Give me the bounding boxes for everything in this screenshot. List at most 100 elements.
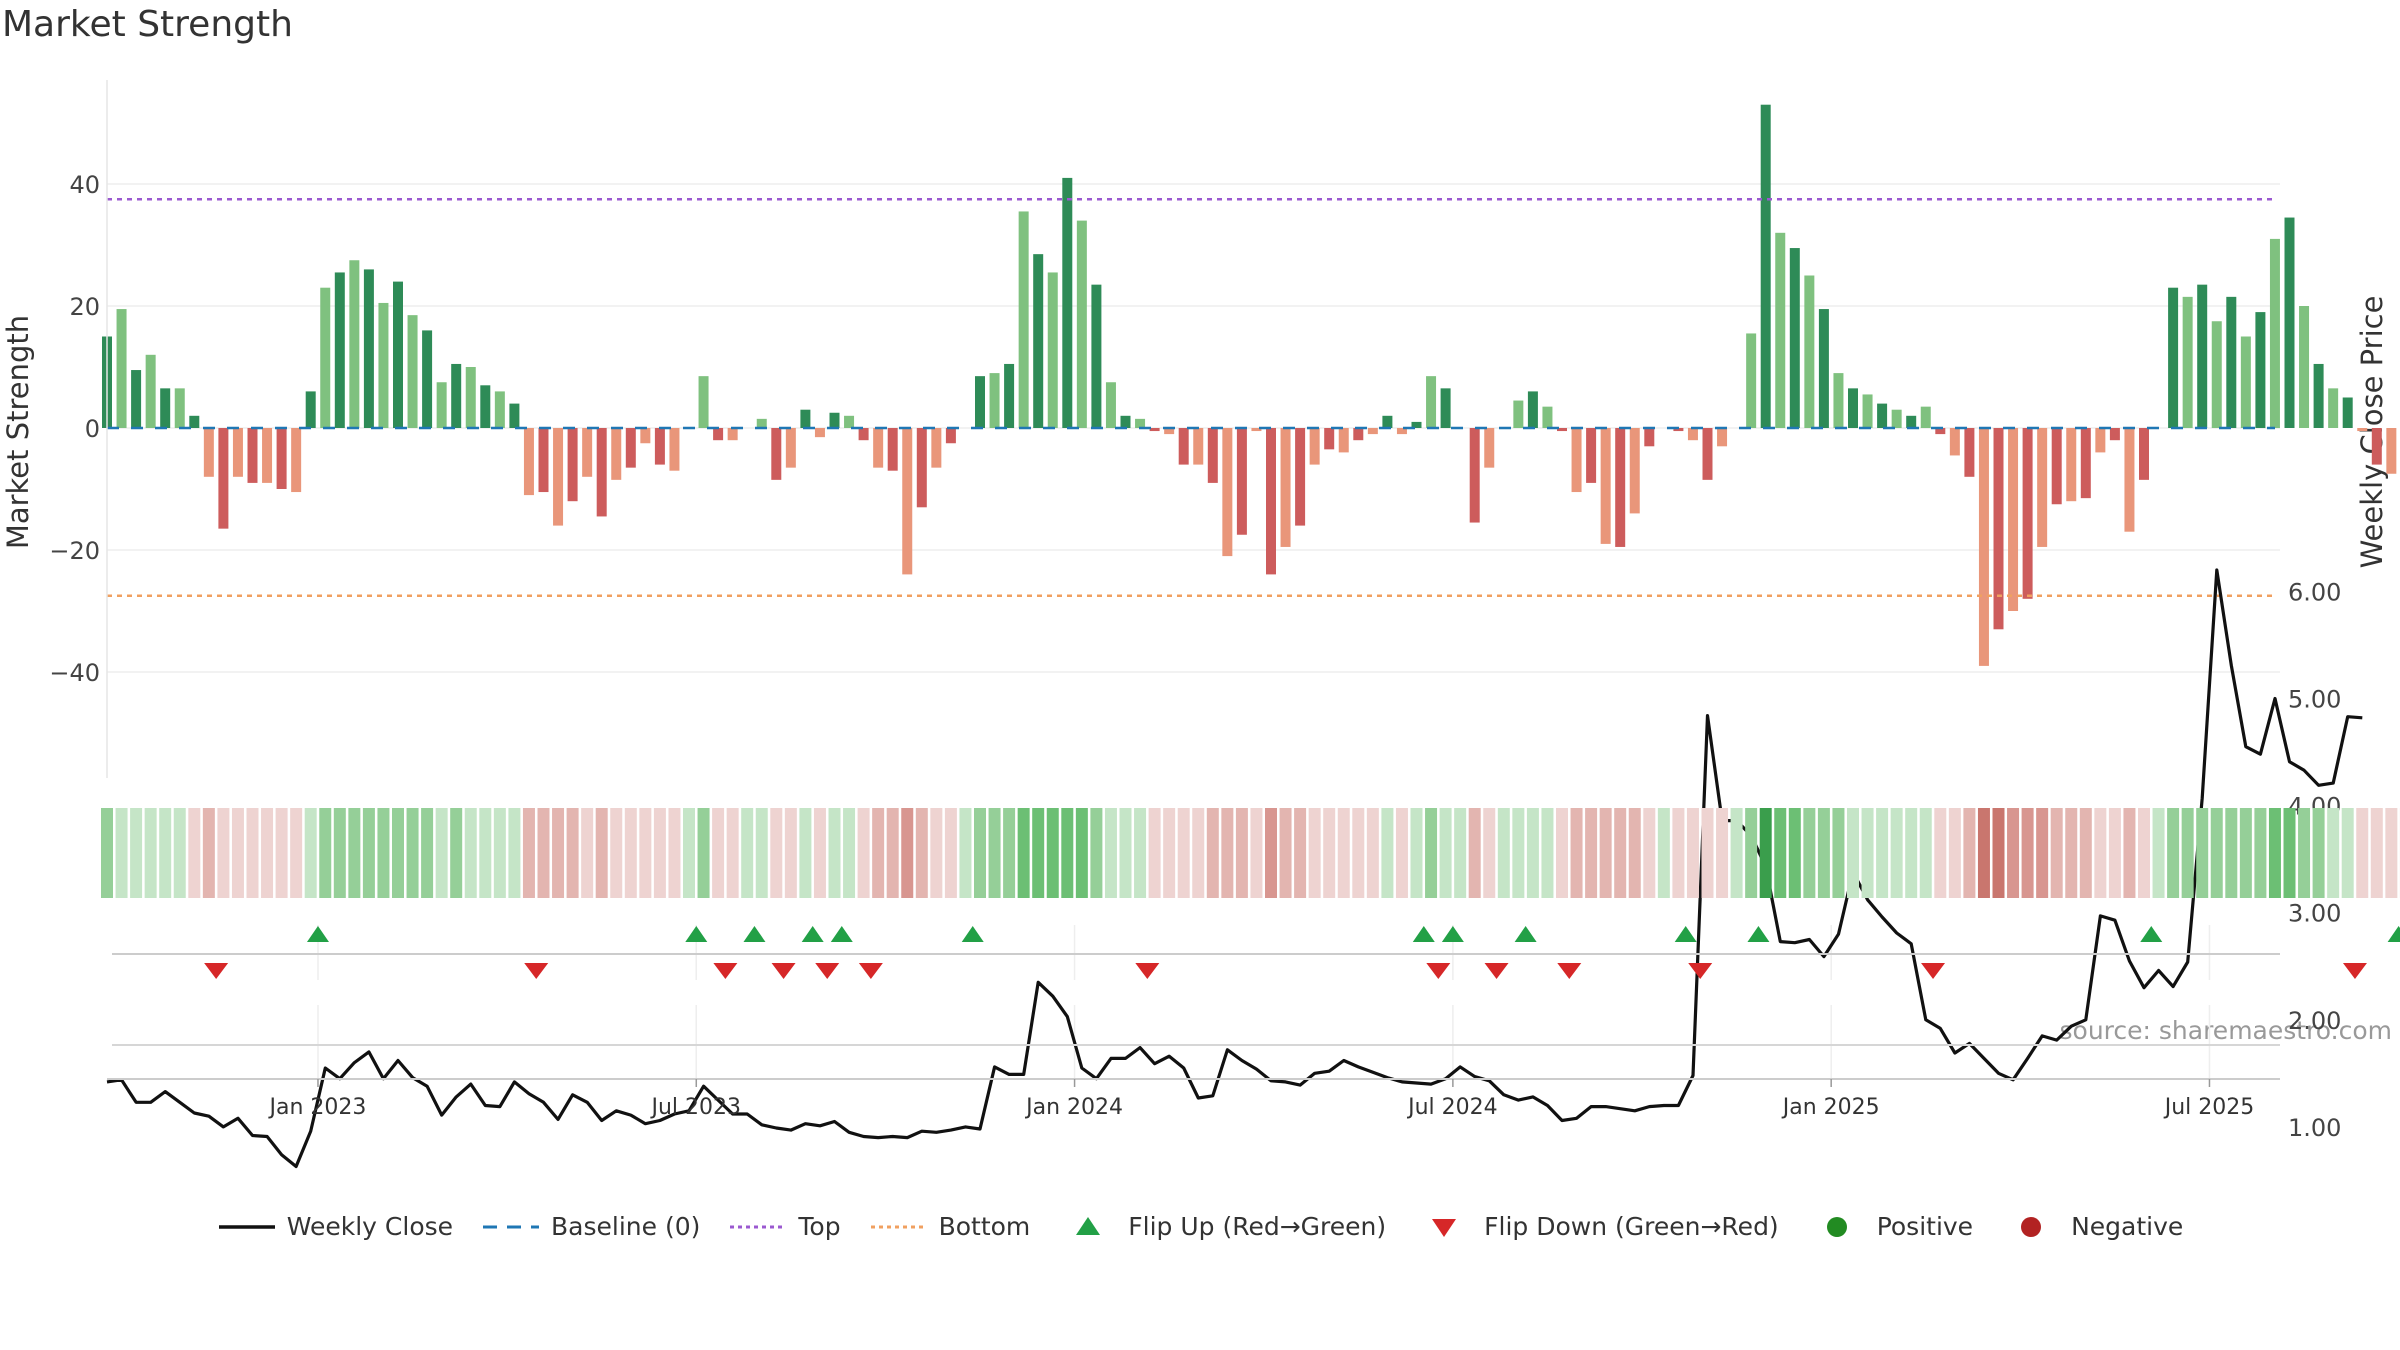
heat-cell — [2283, 808, 2296, 898]
heat-cell — [930, 808, 943, 898]
strength-bar — [1717, 428, 1728, 447]
heat-cell — [1221, 808, 1234, 898]
y-tick-label: −20 — [49, 537, 100, 565]
strength-bar — [916, 428, 927, 508]
strength-bar — [1367, 428, 1378, 435]
heat-cell — [1323, 808, 1336, 898]
heat-cell — [261, 808, 274, 898]
heat-cell — [1177, 808, 1190, 898]
negative-dot-icon — [2021, 1216, 2042, 1237]
strength-bar — [334, 272, 345, 428]
y-tick-label: 0 — [85, 415, 100, 443]
heat-cell — [2327, 808, 2340, 898]
strength-bar — [1149, 428, 1160, 432]
strength-bar — [1949, 428, 1960, 456]
strength-bar — [2342, 397, 2353, 428]
strength-bar — [1804, 275, 1815, 428]
heat-cell — [2007, 808, 2020, 898]
strength-bar — [2008, 428, 2019, 611]
strength-bar — [611, 428, 622, 480]
flip-down-marker — [815, 963, 840, 979]
strength-bar — [945, 428, 956, 444]
strength-bar — [2371, 428, 2382, 465]
heat-cell — [2298, 808, 2311, 898]
strength-bar — [2124, 428, 2135, 532]
heat-cell — [173, 808, 186, 898]
heat-cell — [813, 808, 826, 898]
strength-bar — [553, 428, 564, 526]
strength-bar — [2168, 287, 2179, 428]
heat-cell — [362, 808, 375, 898]
strength-bar — [131, 370, 142, 428]
heat-cell — [2094, 808, 2107, 898]
heat-cell — [1395, 808, 1408, 898]
heat-cell — [755, 808, 768, 898]
heat-cell — [1061, 808, 1074, 898]
heat-cell — [1759, 808, 1772, 898]
flip-up-marker — [830, 926, 853, 942]
strength-bar — [582, 428, 593, 477]
strength-bar — [1833, 373, 1844, 428]
heat-cell — [2356, 808, 2369, 898]
heat-cell — [159, 808, 172, 898]
heat-cell — [2370, 808, 2383, 898]
flip-down-marker — [1557, 963, 1582, 979]
heat-cell — [1337, 808, 1350, 898]
bottom-legend-icon — [870, 1225, 927, 1228]
legend-item: Positive — [1807, 1212, 1973, 1241]
strength-bar — [1557, 428, 1567, 432]
heat-cell — [1526, 808, 1539, 898]
strength-bar — [2109, 428, 2120, 441]
heat-cell — [1265, 808, 1277, 898]
strength-bar — [596, 428, 607, 517]
flip-up-icon — [1076, 1216, 1101, 1235]
strength-bar — [1047, 272, 1058, 428]
heat-cell — [1570, 808, 1583, 898]
x-tick-label: Jan 2023 — [268, 1095, 367, 1120]
heat-cell — [1963, 808, 1976, 898]
heat-cell — [1366, 808, 1379, 898]
heat-cell — [1556, 808, 1568, 898]
strength-bar — [1978, 428, 1989, 666]
flip-down-marker — [1921, 963, 1946, 979]
heat-cell — [843, 808, 856, 898]
strength-bar — [829, 412, 840, 428]
strength-bar — [2037, 428, 2048, 547]
heat-cell — [741, 808, 754, 898]
heat-cell — [1439, 808, 1452, 898]
heat-cell — [406, 808, 419, 898]
legend-item: Flip Down (Green→Red) — [1414, 1212, 1779, 1241]
heat-cell — [101, 808, 113, 898]
heat-cell — [901, 808, 914, 898]
heat-cell — [421, 808, 434, 898]
strength-bar — [1775, 232, 1786, 428]
strength-bar — [1993, 428, 2004, 630]
heat-cell — [1148, 808, 1161, 898]
strength-bar — [422, 330, 433, 428]
heat-cell — [1032, 808, 1045, 898]
heat-cell — [1876, 808, 1889, 898]
heat-cell — [1657, 808, 1670, 898]
heat-cell — [1075, 808, 1088, 898]
strength-bar — [349, 260, 360, 428]
weekly-close-series — [106, 568, 2363, 1169]
strength-bar — [1338, 428, 1349, 453]
strength-bar — [975, 376, 985, 428]
heat-cell — [653, 808, 666, 898]
heat-cell — [1512, 808, 1525, 898]
flip-down-marker — [1484, 963, 1509, 979]
chart-title: Market Strength — [2, 4, 293, 45]
strength-bar — [1920, 406, 1931, 428]
strength-bar — [669, 428, 680, 471]
strength-bar — [2080, 428, 2091, 499]
strength-bar — [160, 388, 171, 428]
flip-down-marker — [204, 963, 229, 979]
heat-cell — [231, 808, 244, 898]
strength-bar — [2022, 428, 2033, 599]
heat-cell — [1119, 808, 1132, 898]
heat-cell — [872, 808, 885, 898]
x-tick-label: Jul 2024 — [1406, 1095, 1498, 1120]
heat-cell — [1628, 808, 1641, 898]
heat-cell — [1235, 808, 1248, 898]
strength-bar — [1746, 333, 1757, 428]
